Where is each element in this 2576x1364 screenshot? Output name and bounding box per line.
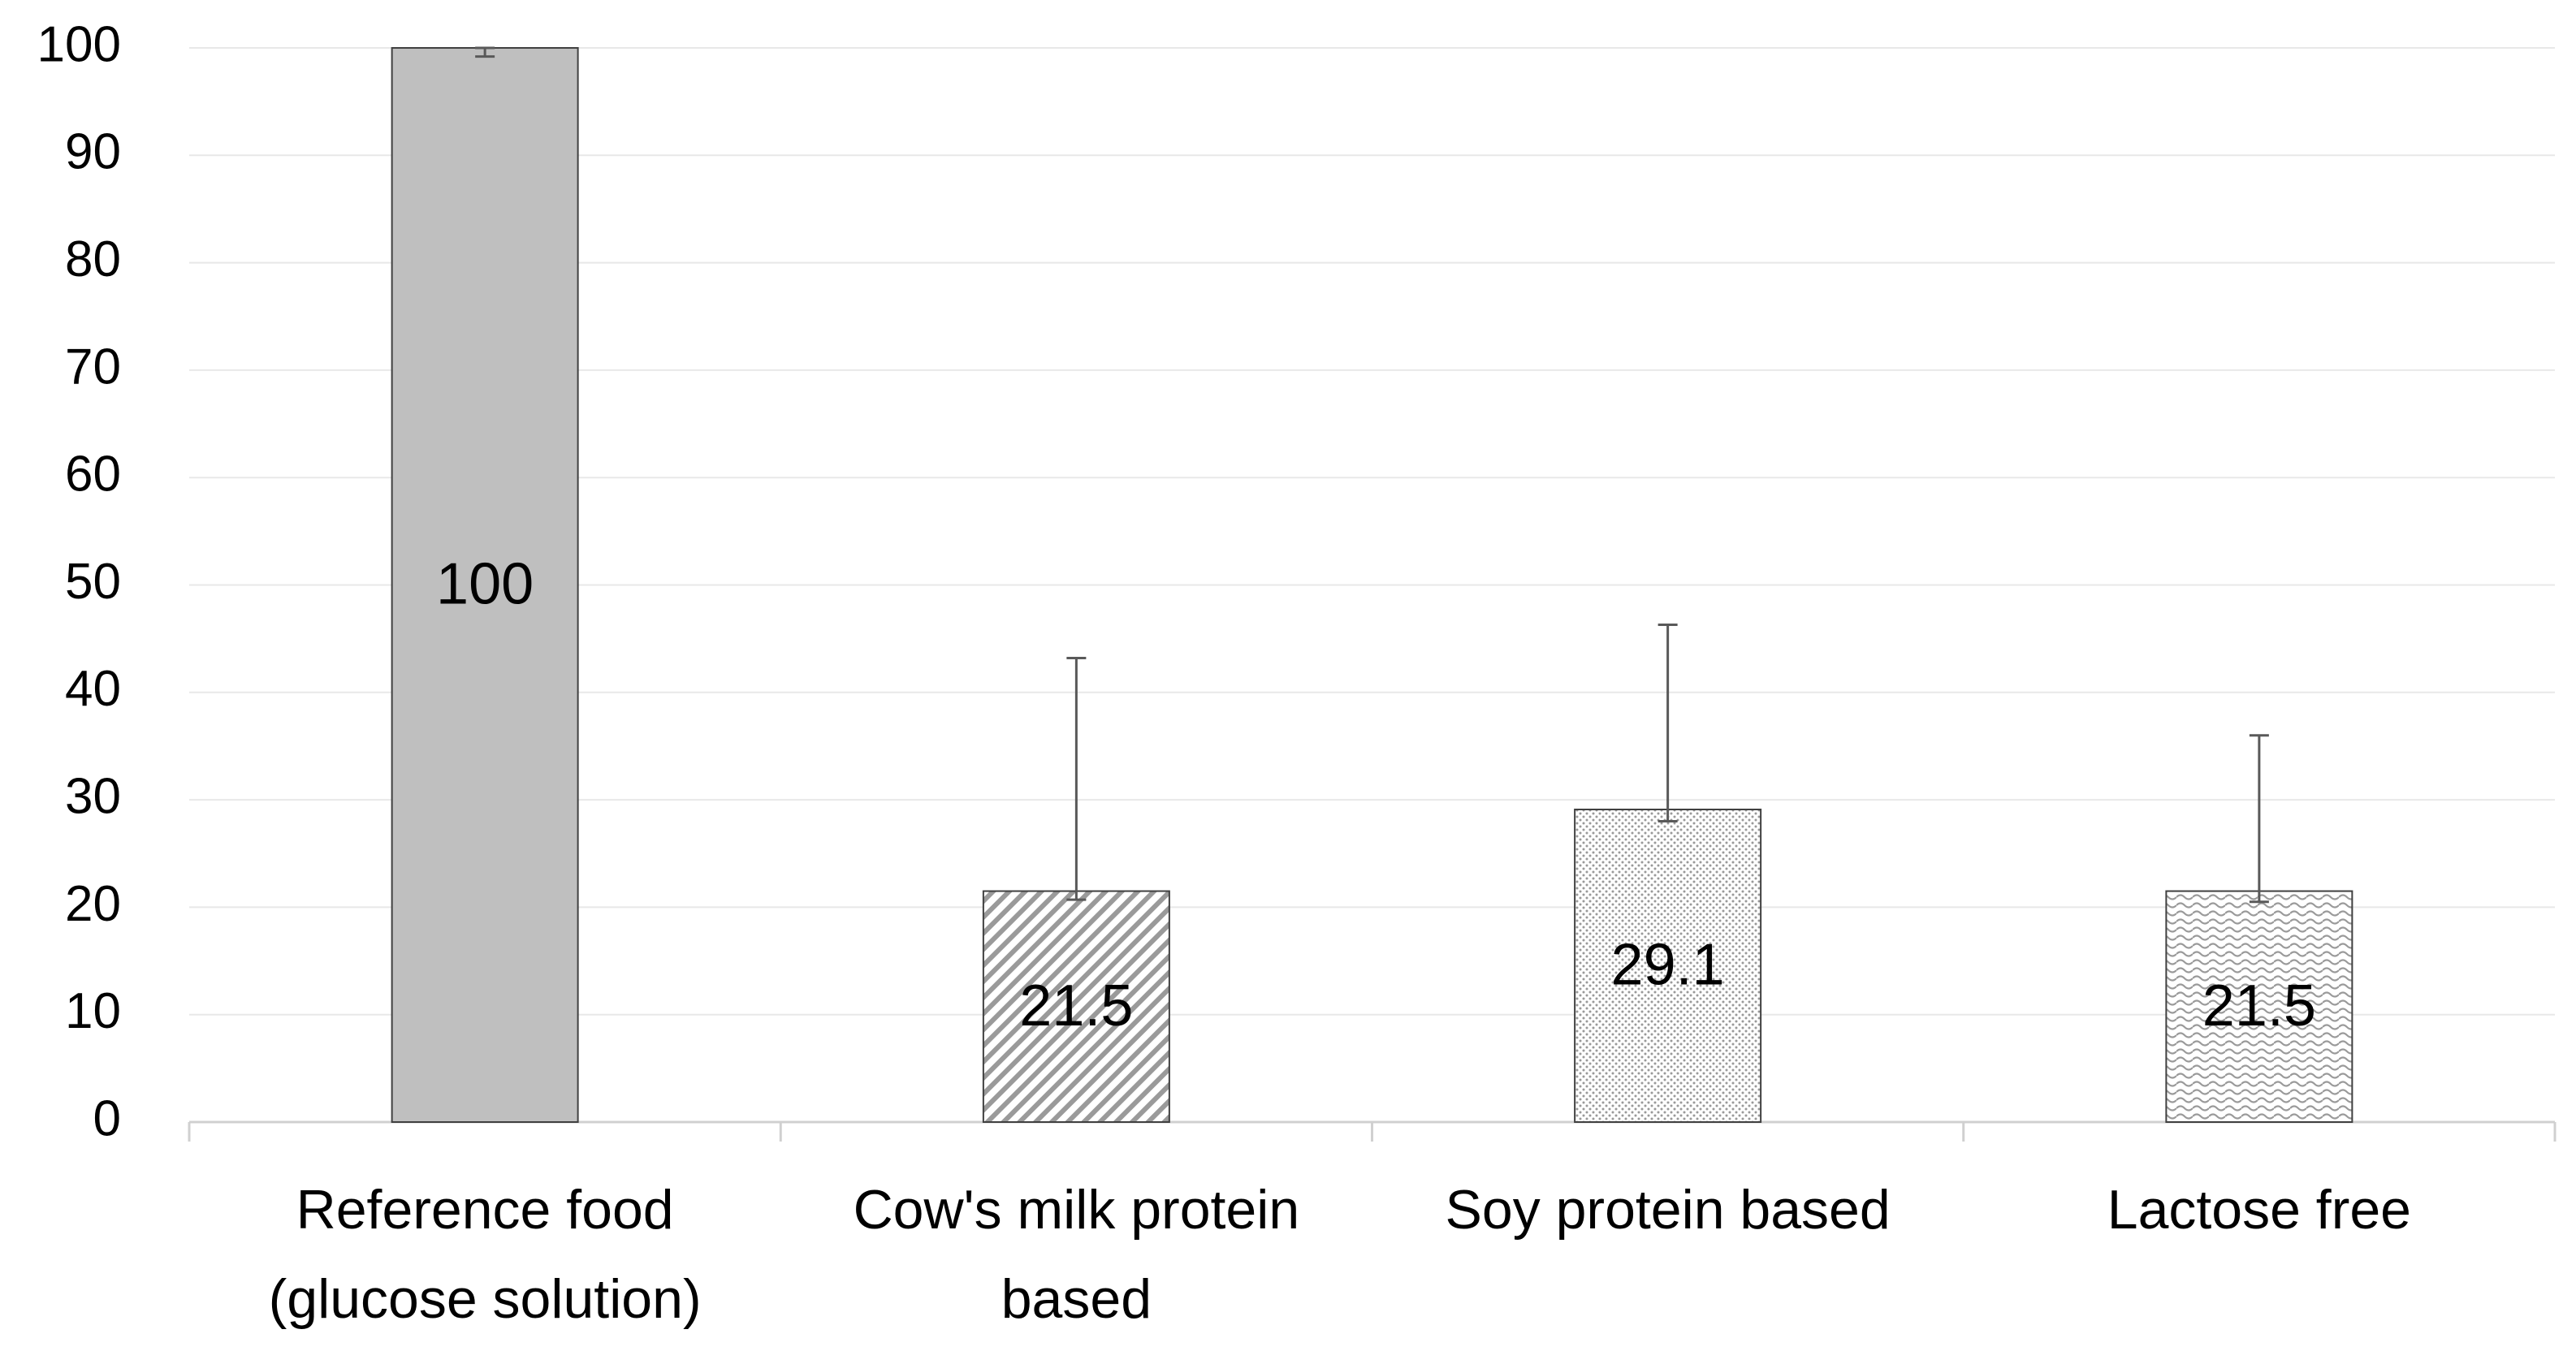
y-tick-label: 70 [65, 339, 121, 395]
x-tick-label: Cow's milk protein [854, 1179, 1300, 1241]
error-bar [475, 46, 495, 58]
y-tick-label: 90 [65, 124, 121, 180]
bar [1574, 809, 1762, 1124]
data-label: 21.5 [2202, 973, 2316, 1038]
y-tick-label: 0 [93, 1090, 121, 1146]
error-bar [1066, 656, 1087, 901]
x-tick-label: (glucose solution) [269, 1268, 702, 1330]
data-label: 21.5 [1019, 973, 1133, 1038]
bar [391, 47, 579, 1123]
bar [982, 890, 1170, 1124]
error-bar [1658, 623, 1678, 823]
x-tick-label: Reference food [296, 1179, 674, 1241]
data-label: 100 [436, 552, 534, 617]
y-tick-label: 30 [65, 768, 121, 824]
y-tick-label: 60 [65, 447, 121, 503]
y-tick-label: 40 [65, 661, 121, 717]
x-tick-label: based [1001, 1268, 1152, 1330]
y-tick-label: 50 [65, 554, 121, 610]
y-tick-label: 10 [65, 983, 121, 1039]
error-bar [2249, 734, 2269, 904]
x-tick-label: Soy protein based [1446, 1179, 1891, 1241]
bar [2165, 890, 2353, 1124]
y-tick-label: 20 [65, 876, 121, 932]
x-tick-label: Lactose free [2107, 1179, 2411, 1241]
data-label: 29.1 [1611, 933, 1725, 998]
y-tick-label: 80 [65, 231, 121, 287]
y-tick-label: 100 [37, 16, 121, 72]
